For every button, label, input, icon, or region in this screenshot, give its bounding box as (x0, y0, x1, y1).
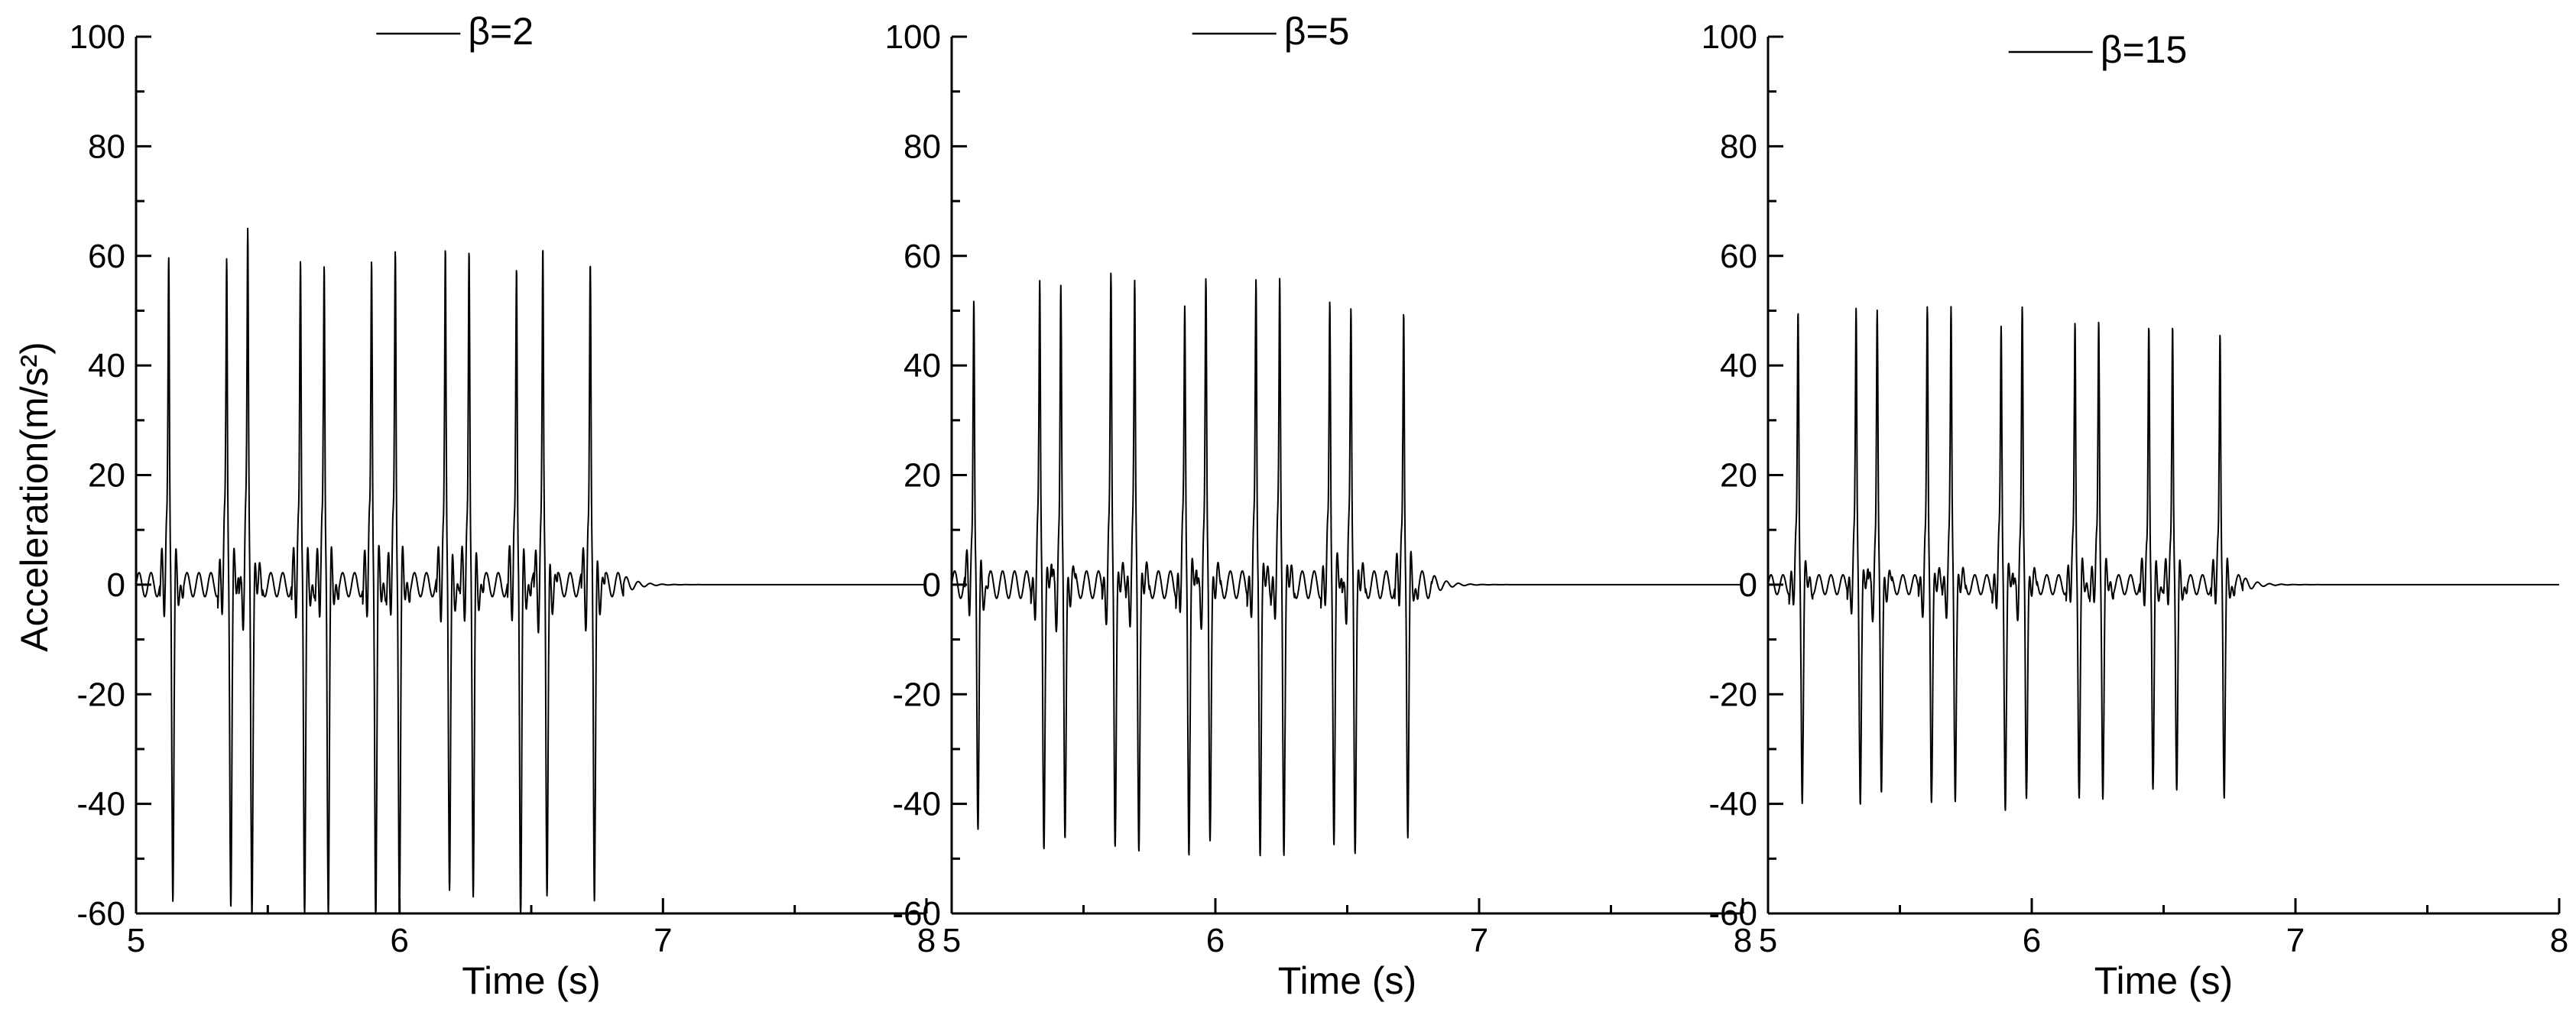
peak-max-point (540, 135, 543, 137)
legend-label: β=15 (2101, 28, 2188, 71)
y-tick-label: -60 (76, 895, 125, 933)
x-tick-label: 6 (2023, 922, 2041, 959)
y-tick-label: -60 (1708, 895, 1757, 933)
series-line (135, 227, 927, 914)
y-tick-label: 20 (1720, 457, 1757, 495)
peak-max-point (2073, 244, 2075, 246)
y-tick-label: 20 (88, 457, 125, 495)
y-tick-label: 100 (70, 18, 125, 56)
peak-max-point (322, 140, 324, 142)
peak-max-point (1133, 206, 1135, 208)
peak-max-point (2097, 244, 2099, 246)
y-tick-label: 40 (1720, 347, 1757, 384)
series-line (951, 272, 1744, 857)
y-tick-label: 80 (88, 128, 125, 165)
peak-max-point (1059, 206, 1061, 208)
peak-max-point (369, 135, 371, 137)
legend-label: β=2 (468, 10, 534, 53)
peak-max-point (1277, 200, 1280, 203)
peak-max-point (298, 135, 300, 137)
y-tick-label: 100 (885, 18, 941, 56)
y-tick-label: -60 (892, 895, 941, 933)
y-tick-label: 40 (88, 347, 125, 384)
y-tick-label: -40 (76, 786, 125, 823)
peak-max-point (443, 128, 446, 131)
peak-max-point (1926, 244, 1928, 246)
x-axis-title: Time (s) (2094, 959, 2233, 1002)
peak-max-point (245, 128, 248, 131)
y-tick-label: 80 (1720, 128, 1757, 165)
y-tick-label: 40 (904, 347, 941, 384)
y-tick-label: -20 (892, 676, 941, 713)
peak-max-point (1328, 211, 1330, 213)
y-tick-label: 100 (1702, 18, 1757, 56)
y-tick-label: 0 (1739, 566, 1757, 604)
y-tick-label: 20 (904, 457, 941, 495)
peak-max-point (1109, 200, 1111, 203)
y-tick-label: 0 (923, 566, 941, 604)
y-tick-label: -20 (1708, 676, 1757, 713)
peak-max-point (972, 200, 974, 203)
series-line (1767, 306, 2560, 811)
peak-max-point (1999, 255, 2001, 257)
x-tick-label: 7 (654, 922, 672, 959)
y-tick-label: -20 (76, 676, 125, 713)
peak-max-point (393, 128, 395, 131)
peak-max-point (2020, 244, 2023, 246)
peak-max-point (2146, 244, 2149, 246)
x-tick-label: 6 (1206, 922, 1225, 959)
peak-max-point (1949, 244, 1951, 246)
y-tick-label: 60 (904, 238, 941, 275)
x-axis-title: Time (s) (462, 959, 600, 1002)
chart-panel-2: 100 80 60 40 20 0 -20 -40 -605 6 7 8 Time (s) β=5 (885, 10, 1753, 1002)
y-tick-label: 60 (88, 238, 125, 275)
x-axis-title: Time (s) (1278, 959, 1416, 1002)
peak-max-point (2170, 244, 2172, 246)
x-tick-label: 6 (390, 922, 408, 959)
x-tick-label: 5 (1759, 922, 1777, 959)
peak-max-point (225, 145, 227, 148)
y-axis-title: Acceleration(m/s²) (13, 342, 56, 652)
x-tick-label: 8 (917, 922, 936, 959)
chart-panel-3: 100 80 60 40 20 0 -20 -40 -605 6 7 8 Time (s) β=15 (1702, 18, 2569, 1002)
legend-label: β=5 (1284, 10, 1350, 53)
peak-max-point (588, 145, 590, 148)
peak-max-point (1796, 238, 1798, 241)
chart-panel-1: 100 80 60 40 20 0 -20 -40 -605 6 7 8 Time (s) β=2 (70, 10, 936, 1002)
peak-max-point (1204, 206, 1206, 208)
peak-max-point (1401, 211, 1403, 213)
y-tick-label: -40 (892, 786, 941, 823)
x-tick-label: 5 (942, 922, 961, 959)
peak-max-point (514, 140, 517, 142)
peak-max-point (1254, 200, 1256, 203)
peak-max-point (467, 128, 469, 131)
peak-max-point (2218, 249, 2220, 251)
x-tick-label: 8 (2550, 922, 2568, 959)
peak-max-point (167, 135, 169, 137)
x-tick-label: 5 (127, 922, 145, 959)
y-tick-label: -40 (1708, 786, 1757, 823)
peak-max-point (1183, 222, 1185, 224)
y-tick-label: 60 (1720, 238, 1757, 275)
peak-max-point (1037, 206, 1040, 208)
x-tick-label: 7 (2286, 922, 2305, 959)
peak-max-point (1854, 244, 1856, 246)
y-tick-label: 80 (904, 128, 941, 165)
peak-max-point (1348, 233, 1351, 235)
x-tick-label: 7 (1470, 922, 1488, 959)
x-tick-label: 8 (1734, 922, 1752, 959)
peak-max-point (1875, 244, 1877, 246)
y-tick-label: 0 (107, 566, 125, 604)
